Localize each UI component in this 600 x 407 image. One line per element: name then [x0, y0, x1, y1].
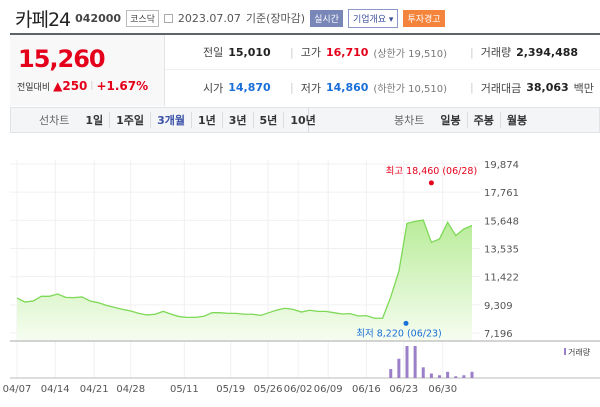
chart-period-tabs: 선차트 1일 1주일 3개월 1년 3년 5년 10년 봉차트 일봉 주봉 월봉 [10, 107, 600, 133]
volume-bar [462, 375, 466, 378]
price-stats: 전일 15,010 | 고가 16,710 (상한가 19,510) | 거래량 2,394… [165, 35, 600, 106]
upper-limit: (상한가 19,510) [373, 48, 447, 60]
prev-value: 15,010 [228, 45, 271, 59]
line-chart-label: 선차트 [39, 114, 70, 127]
tab-candle-0[interactable]: 일봉 [440, 114, 461, 127]
volume-legend: 거래량 [568, 347, 591, 357]
amount-unit: 백만 [573, 81, 594, 95]
x-tick-label: 04/28 [116, 384, 145, 395]
price-area [17, 220, 472, 341]
candle-chart-label: 봉차트 [394, 114, 425, 127]
high-label: 고가 [300, 46, 321, 59]
high-marker [428, 180, 434, 186]
high-value: 16,710 [325, 45, 369, 59]
low-label: 최저 8,220 (06/23) [356, 328, 442, 339]
y-tick-label: 7,196 [484, 329, 513, 340]
volume-legend-icon [564, 348, 566, 355]
market-badge: 코스닥 [126, 9, 159, 27]
stock-code: 042000 [75, 11, 122, 25]
y-tick-label: 9,309 [484, 301, 513, 312]
low-value: 14,860 [325, 81, 369, 94]
divider: | [90, 81, 94, 91]
x-tick-label: 04/14 [41, 384, 70, 395]
quote-basis: 기준(장마감) [245, 12, 306, 25]
x-tick-label: 05/11 [170, 384, 199, 395]
stock-header: 카페24 042000 코스닥 2023.07.07 기준(장마감) 실시간 기… [15, 6, 445, 31]
low-label: 저가 [300, 81, 321, 95]
x-tick-label: 06/02 [284, 384, 313, 395]
volume-bar [389, 369, 393, 378]
x-tick-label: 06/16 [352, 384, 381, 395]
change-percent: +1.67% [96, 79, 149, 93]
x-tick-label: 06/30 [428, 384, 457, 395]
volume-bar [397, 358, 401, 378]
volume-bar [438, 375, 441, 378]
tab-line-1[interactable]: 1주일 [109, 112, 150, 128]
y-tick-label: 15,648 [484, 216, 519, 227]
tab-candle-1[interactable]: 주봉 [466, 112, 500, 128]
y-tick-label: 13,535 [484, 245, 519, 256]
amount-value: 38,063 [526, 81, 569, 94]
prev-label: 전일 [203, 46, 224, 59]
x-tick-label: 05/19 [216, 384, 245, 395]
open-label: 시가 [203, 81, 224, 95]
volume-bar [413, 346, 417, 378]
realtime-button[interactable]: 실시간 [310, 9, 343, 27]
y-tick-label: 17,761 [484, 188, 519, 199]
price-line [16, 219, 473, 319]
current-price: 15,260 [18, 45, 106, 73]
volume-bar [405, 346, 409, 378]
header-divider [10, 33, 600, 35]
volume-label: 거래량 [480, 46, 512, 59]
x-tick-label: 06/23 [389, 384, 418, 395]
tab-candle-2[interactable]: 월봉 [499, 112, 533, 128]
lower-limit: (하한가 10,510) [373, 84, 447, 95]
x-tick-label: 04/21 [80, 384, 109, 395]
x-tick-label: 06/09 [314, 384, 343, 395]
open-value: 14,870 [228, 81, 271, 94]
warning-badge[interactable]: 투자경고 [403, 9, 445, 27]
volume-bar [454, 376, 458, 378]
volume-value: 2,394,488 [516, 45, 579, 59]
calendar-icon [163, 13, 173, 23]
x-tick-label: 04/07 [3, 384, 32, 395]
change-amount: ▲250 [53, 79, 88, 93]
quote-date: 2023.07.07 [177, 11, 241, 25]
y-tick-label: 11,422 [484, 273, 519, 284]
tab-line-4[interactable]: 3년 [221, 112, 253, 128]
stock-name: 카페24 [15, 8, 71, 31]
volume-bar [421, 367, 425, 378]
price-box: 15,260 전일대비 ▲250 | +1.67% [10, 35, 165, 106]
volume-bar [429, 373, 433, 378]
tab-line-3[interactable]: 1년 [190, 112, 222, 128]
volume-bar [470, 371, 474, 378]
low-marker [403, 320, 409, 326]
high-label: 최고 18,460 (06/28) [386, 166, 478, 177]
tab-line-0[interactable]: 1일 [85, 114, 104, 127]
company-info-dropdown[interactable]: 기업개요 ▾ [347, 8, 399, 28]
x-tick-label: 05/26 [254, 384, 283, 395]
tab-line-6[interactable]: 10년 [283, 112, 321, 128]
amount-label: 거래대금 [480, 81, 522, 95]
volume-bar [446, 371, 450, 378]
tab-line-2[interactable]: 3개월 [150, 112, 191, 128]
change-label: 전일대비 [17, 82, 51, 93]
y-tick-label: 19,874 [484, 160, 519, 171]
price-chart: 19,874 17,761 15,648 13,535 11,422 9,309 7,196… [3, 160, 600, 395]
tab-line-5[interactable]: 5년 [252, 112, 284, 128]
